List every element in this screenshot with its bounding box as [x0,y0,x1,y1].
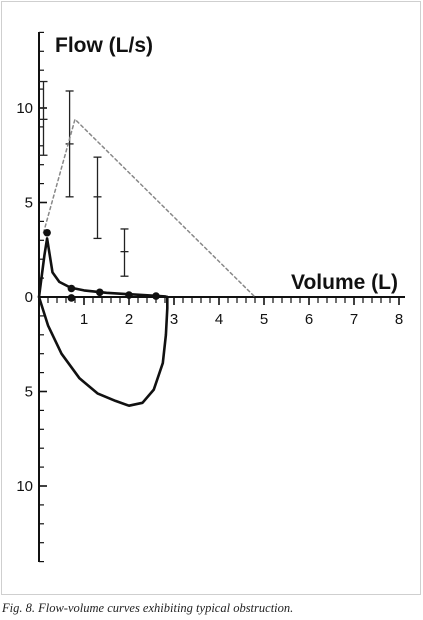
flow-volume-chart: Flow (L/s) Volume (L) 10 5 0 5 10 1 2 3 4 5 6 7 8 [16,31,405,563]
y-tick-label: 0 [25,289,33,306]
x-tick-label: 5 [260,311,268,328]
data-point [67,294,76,302]
x-tick-label: 2 [125,311,133,328]
y-tick-label: 10 [16,478,33,495]
data-point [67,284,76,293]
y-axis-title: Flow (L/s) [55,34,153,57]
predicted-line [42,118,256,298]
x-tick-label: 6 [305,311,313,328]
data-point [95,288,104,297]
data-point [125,291,133,299]
chart-layer: 10 5 0 5 10 1 2 3 4 5 6 7 8 [16,31,405,563]
figure-caption: Fig. 8. Flow-volume curves exhibiting ty… [2,601,294,615]
expiratory-curve [37,237,169,299]
x-tick-label: 8 [395,311,403,328]
x-tick-label: 7 [350,311,358,328]
data-point [152,292,160,300]
y-tick-label: 10 [16,100,33,117]
y-tick-label: 5 [25,195,33,212]
x-axis-title: Volume (L) [291,271,398,294]
y-tick-label: 5 [25,384,33,401]
figure-frame: Flow (L/s) Volume (L) 10 5 0 5 10 1 2 3 4 5 6 7 8 [1,1,421,595]
x-tick-label: 4 [215,311,223,328]
inspiratory-curve [37,295,169,407]
x-tick-label: 1 [80,311,88,328]
x-tick-label: 3 [170,311,178,328]
data-point [43,228,51,237]
